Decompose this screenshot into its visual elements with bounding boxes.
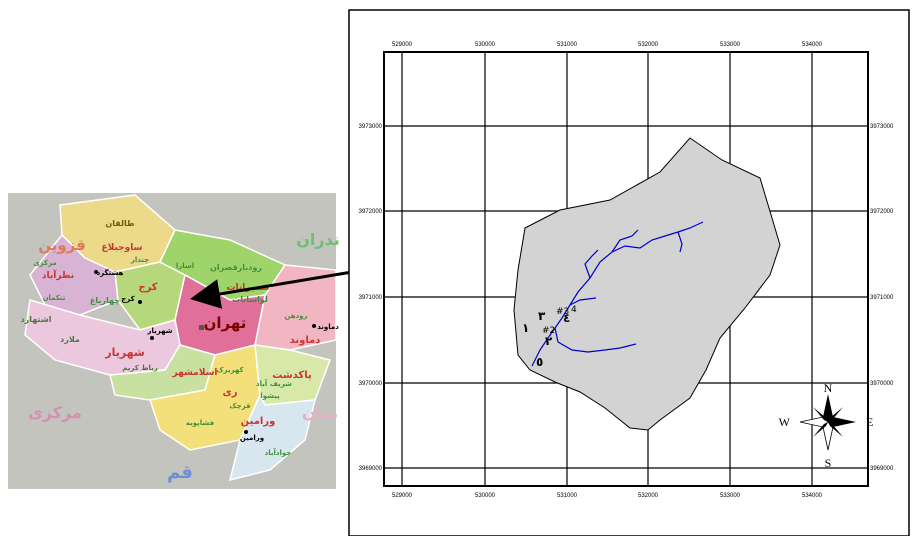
province-label-markazi: مرکزی [28,403,82,422]
district-label-chandar: چندار [130,256,149,264]
stream-branch-1 [611,229,639,253]
county-label-nazarabad: نظرآباد [42,269,74,281]
watershed-map: 529000 530000 531000 532000 533000 53400… [348,9,910,536]
x-tick-top-530000: 530000 [475,42,496,48]
county-label-varamin: ورامین [241,416,276,427]
city-dot-shahriar [150,336,154,340]
y-tick-right-3969000: 3969000 [870,466,894,472]
city-dot-damavand [312,324,316,328]
county-label-pakdasht: پاکدشت [272,370,312,381]
city-label-hashtgerd: هشتگرد [97,268,124,277]
x-tick-top-533000: 533000 [720,42,741,48]
site-label-1: ١ [522,321,529,335]
compass-label-e: E [866,415,873,429]
city-label-damavand: دماوند [317,323,339,331]
site-marker-3: #3 [556,307,569,317]
compass-point-ne [828,407,843,422]
tehran-province-map: قزوین ندران مرکزی منان قم طالقان ساوجبلا… [8,193,340,489]
site-marker-2: #2 [542,326,555,336]
city-label-varamin: ورامین [240,434,264,442]
province-label-qom: قم [167,462,193,483]
stream-branch-4 [554,327,637,353]
county-label-karaj: کرج [138,282,157,293]
stream-branch-3 [584,249,599,279]
compass-label-n: N [824,381,833,395]
site-label-5: ٥ [536,355,543,369]
stream-branch-2 [677,231,683,253]
y-tick-left-3970000: 3970000 [359,381,383,387]
county-label-eshtehard: اشتهارد [21,315,52,324]
county-label-robat: رباط کریم [122,364,158,372]
district-label-javadabad: جوادآباد [265,448,292,457]
tehran-city-marker [199,325,204,330]
x-tick-bottom-531000: 531000 [557,493,578,499]
district-label-qarchak: قرچک [229,402,251,410]
y-tick-left-3972000: 3972000 [359,209,383,215]
site-marker-4: 4 [571,305,577,315]
district-label-fashapooyeh: فشاپویه [186,419,215,427]
x-tick-top-532000: 532000 [638,42,659,48]
x-tick-top-529000: 529000 [392,42,413,48]
compass-label-s: S [825,456,832,470]
city-label-karaj: کرج [121,295,135,303]
county-varamin [228,393,316,482]
city-dot-varamin [244,430,248,434]
compass-point-sw [813,422,828,437]
district-label-chaharbagh: چهارباغ [90,296,120,305]
district-label-asara: اسارا [176,262,194,270]
compass-point-se [828,422,843,437]
county-label-ray: ری [223,387,238,398]
x-tick-bottom-534000: 534000 [802,493,823,499]
city-dot-hashtgerd [94,270,98,274]
county-savojbolagh [29,233,119,316]
district-label-sharifabad: شریف آباد [256,379,292,388]
district-label-pishva: پیشوا [260,392,280,400]
stream-main [531,221,704,367]
locator-arrow [190,266,377,309]
compass-label-w: W [779,415,791,429]
x-tick-bottom-533000: 533000 [720,493,741,499]
y-tick-right-3973000: 3973000 [870,124,894,130]
county-label-savojbolagh: ساوجبلاغ [102,243,143,253]
stream-network [531,221,704,367]
north-arrow: N S E W [779,381,874,470]
x-tick-bottom-530000: 530000 [475,493,496,499]
county-label-tehran: تهران [204,314,247,332]
x-tick-top-534000: 534000 [802,42,823,48]
y-tick-left-3969000: 3969000 [359,466,383,472]
x-tick-bottom-532000: 532000 [638,493,659,499]
site-label-2: ٢ [545,334,553,348]
county-label-taleqan: طالقان [105,219,134,228]
stream-branch-5 [569,297,597,306]
district-label-kahrizak: کهریزک [216,366,244,374]
city-dot-karaj [138,300,142,304]
x-tick-top-531000: 531000 [557,42,578,48]
city-label-shahriar: شهریار [146,327,172,335]
district-label-tankaman: تنکمان [43,294,66,302]
county-label-shahriar: شهریار [104,346,145,359]
x-tick-bottom-529000: 529000 [392,493,413,499]
compass-point-east [828,417,856,427]
district-label-roodehen: رودهن [284,312,307,320]
province-label-semnan: منان [302,403,338,422]
site-label-4: ٤ [563,311,570,325]
county-label-damavand: دماوند [290,335,321,346]
watershed-boundary [513,137,781,431]
district-label-markazi: مرکزی [33,259,57,267]
y-tick-right-3970000: 3970000 [870,381,894,387]
compass-point-nw [813,407,828,422]
province-label-qazvin: قزوین [38,236,86,254]
district-label-lavasanat: لواسانات [232,295,268,304]
province-label-mazandaran: ندران [296,230,340,249]
county-label-mallard: ملارد [60,335,80,344]
y-tick-right-3972000: 3972000 [870,209,894,215]
y-tick-right-3971000: 3971000 [870,295,894,301]
county-label-eslamshahr: اسلامشهر [171,368,217,378]
y-tick-left-3971000: 3971000 [359,295,383,301]
compass-point-north [823,394,833,422]
district-label-roodbar: رودبارقصران [210,263,262,272]
site-label-3: ٣ [538,309,546,323]
y-tick-left-3973000: 3973000 [359,124,383,130]
